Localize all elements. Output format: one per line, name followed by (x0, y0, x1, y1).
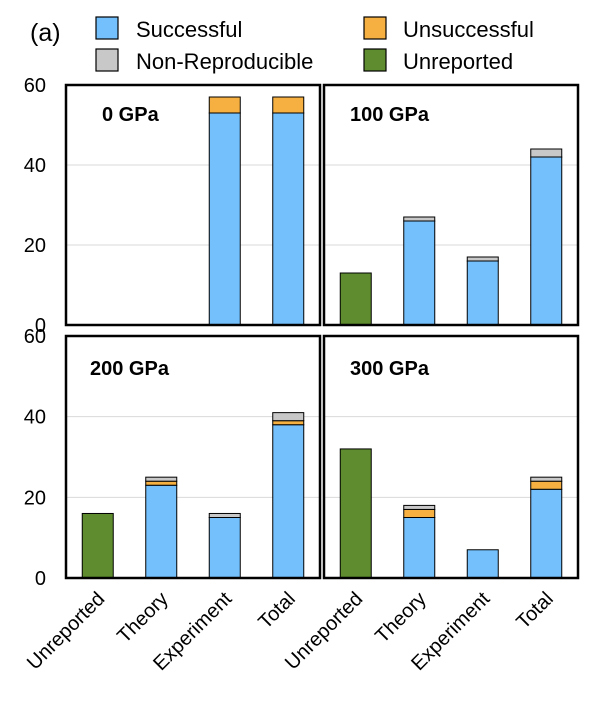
bar-experiment-successful (466, 260, 499, 326)
bar-total-non-reproducible (530, 148, 563, 158)
panel-0gpa-bars (208, 96, 305, 326)
bar-total-successful (272, 424, 305, 579)
bar-theory-non-reproducible (403, 216, 436, 222)
bar-total-successful (272, 112, 305, 326)
panel-100gpa: 100 GPa (322, 83, 580, 327)
bar-total-successful (530, 156, 563, 326)
legend-item-unreported: Unreported (363, 48, 513, 74)
legend-swatch-unsuccessful (363, 16, 387, 40)
panel-200gpa-frame (64, 334, 322, 580)
bar-unreported-unreported (339, 448, 372, 579)
y-tick-label: 0 (35, 315, 46, 337)
y-tick-label: 20 (24, 487, 46, 509)
y-tick-label: 60 (24, 326, 46, 348)
legend-item-successful: Successful (95, 16, 242, 42)
y-tick-label: 40 (24, 155, 46, 177)
panel-200gpa-y-ticks: 0 20 40 60 (24, 326, 46, 590)
panel-200gpa-bars (81, 412, 305, 579)
panel-300gpa-title: 300 GPa (350, 358, 430, 380)
bar-theory-successful (403, 517, 436, 579)
bar-total-non-reproducible (272, 412, 305, 422)
y-tick-label: 60 (24, 75, 46, 97)
y-tick-label: 40 (24, 407, 46, 429)
panel-0gpa-y-ticks: 0 20 40 60 (24, 75, 46, 337)
bar-experiment-successful (466, 549, 499, 579)
legend-item-unsuccessful: Unsuccessful (363, 16, 534, 42)
panel-300gpa-frame (322, 334, 580, 580)
panel-0gpa: 0 GPa 0 20 40 60 (24, 75, 322, 337)
x-tick-label: Theory (113, 588, 173, 648)
bar-unreported-unreported (81, 512, 114, 579)
panel-200gpa: 200 GPa 0 20 40 60 Unreported TheoryExperime… (23, 326, 322, 675)
legend-item-non-reproducible: Non-Reproducible (95, 48, 313, 74)
panel-100gpa-bars (339, 148, 563, 326)
bar-theory-non-reproducible (403, 504, 436, 510)
panel-100gpa-title: 100 GPa (350, 104, 430, 126)
bar-total-unsuccessful (272, 96, 305, 114)
bar-total-unsuccessful (272, 420, 305, 426)
legend-swatch-non-reproducible (95, 48, 119, 72)
legend-label-unreported: Unreported (403, 49, 513, 74)
legend-label-unsuccessful: Unsuccessful (403, 17, 534, 42)
bar-experiment-non-reproducible (208, 512, 241, 519)
x-tick-label: Unreported (23, 588, 109, 674)
x-tick-label: Total (254, 588, 299, 633)
bar-theory-unsuccessful (403, 508, 436, 518)
bar-total-non-reproducible (530, 476, 563, 482)
bar-total-unsuccessful (530, 480, 563, 490)
legend: Successful Unsuccessful Non-Reproducible… (95, 16, 534, 74)
bar-theory-successful (403, 220, 436, 326)
bar-experiment-successful (208, 517, 241, 579)
bar-experiment-successful (208, 112, 241, 326)
panel-label: (a) (30, 19, 61, 47)
bar-theory-successful (145, 484, 178, 579)
panel-200gpa-title: 200 GPa (90, 358, 170, 380)
panel-0gpa-title: 0 GPa (102, 104, 160, 126)
bar-theory-unsuccessful (145, 480, 178, 486)
bar-theory-non-reproducible (145, 476, 178, 482)
y-tick-label: 0 (35, 568, 46, 590)
legend-swatch-successful (95, 16, 119, 40)
panel-300gpa-bars (339, 448, 563, 579)
legend-label-successful: Successful (136, 17, 242, 42)
bar-unreported-unreported (339, 272, 372, 326)
legend-label-non-reproducible: Non-Reproducible (136, 49, 313, 74)
x-tick-label: Theory (371, 588, 431, 648)
bar-experiment-non-reproducible (466, 256, 499, 262)
y-tick-label: 20 (24, 235, 46, 257)
bar-total-successful (530, 488, 563, 579)
x-tick-label: Total (512, 588, 557, 633)
legend-swatch-unreported (363, 48, 387, 72)
panel-100gpa-frame (322, 83, 580, 327)
panel-0gpa-frame (64, 83, 322, 327)
bar-experiment-unsuccessful (208, 96, 241, 114)
